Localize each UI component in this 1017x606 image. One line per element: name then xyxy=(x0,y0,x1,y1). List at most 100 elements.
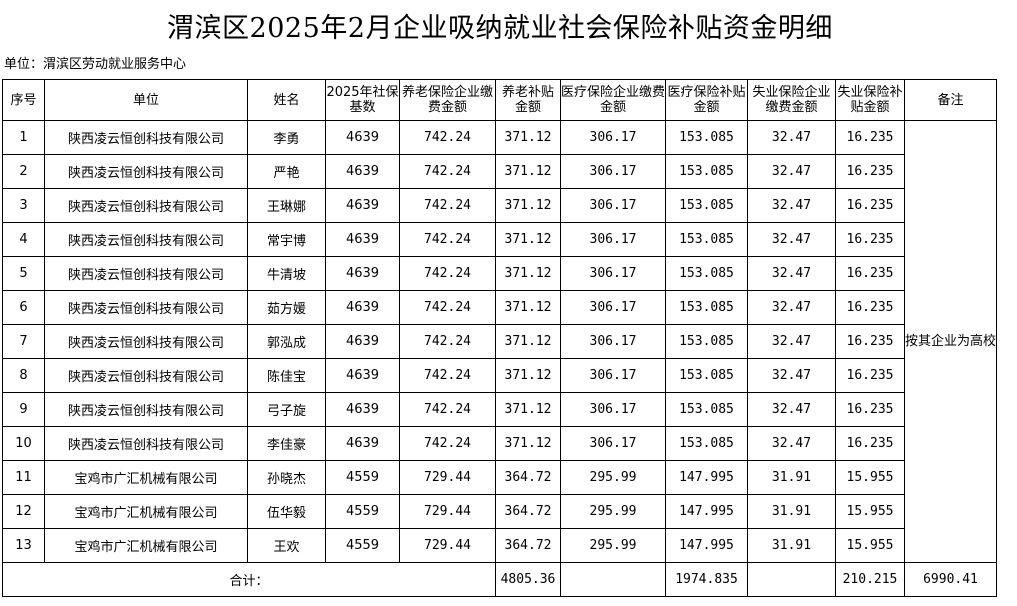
cell-social-base[interactable]: 4559 xyxy=(325,528,400,563)
cell-name[interactable]: 王欢 xyxy=(247,528,326,563)
cell-pension-subsidy[interactable]: 371.12 xyxy=(495,222,561,257)
header-seq[interactable]: 序号 xyxy=(2,79,45,121)
cell-company[interactable]: 陕西凌云恒创科技有限公司 xyxy=(44,358,248,393)
cell-unemployment-payment[interactable]: 32.47 xyxy=(747,256,836,291)
total-medical-subsidy[interactable]: 1974.835 xyxy=(665,562,748,597)
cell-unemployment-payment[interactable]: 31.91 xyxy=(747,494,836,529)
cell-name[interactable]: 孙晓杰 xyxy=(247,460,326,495)
cell-name[interactable]: 弓子旋 xyxy=(247,392,326,427)
cell-social-base[interactable]: 4639 xyxy=(325,256,400,291)
cell-name[interactable]: 伍华毅 xyxy=(247,494,326,529)
cell-seq[interactable]: 8 xyxy=(2,358,45,393)
total-unemployment-subsidy[interactable]: 210.215 xyxy=(835,562,905,597)
cell-unemployment-subsidy[interactable]: 16.235 xyxy=(835,222,905,257)
cell-pension-payment[interactable]: 742.24 xyxy=(399,426,496,461)
cell-company[interactable]: 陕西凌云恒创科技有限公司 xyxy=(44,290,248,325)
cell-name[interactable]: 李勇 xyxy=(247,120,326,155)
cell-medical-subsidy[interactable]: 147.995 xyxy=(665,460,748,495)
cell-unemployment-payment[interactable]: 32.47 xyxy=(747,426,836,461)
cell-medical-payment[interactable]: 306.17 xyxy=(560,324,666,359)
header-pension-subsidy[interactable]: 养老补贴金额 xyxy=(495,79,561,121)
cell-unemployment-payment[interactable]: 32.47 xyxy=(747,154,836,189)
cell-medical-payment[interactable]: 306.17 xyxy=(560,188,666,223)
cell-company[interactable]: 宝鸡市广汇机械有限公司 xyxy=(44,494,248,529)
grand-total[interactable]: 6990.41 xyxy=(904,562,997,597)
cell-social-base[interactable]: 4639 xyxy=(325,324,400,359)
cell-medical-subsidy[interactable]: 153.085 xyxy=(665,324,748,359)
totals-label[interactable]: 合计： xyxy=(2,562,496,597)
cell-company[interactable]: 陕西凌云恒创科技有限公司 xyxy=(44,120,248,155)
cell-pension-subsidy[interactable]: 371.12 xyxy=(495,358,561,393)
cell-unemployment-payment[interactable]: 31.91 xyxy=(747,460,836,495)
cell-pension-payment[interactable]: 742.24 xyxy=(399,222,496,257)
cell-company[interactable]: 陕西凌云恒创科技有限公司 xyxy=(44,188,248,223)
cell-name[interactable]: 严艳 xyxy=(247,154,326,189)
cell-empty[interactable] xyxy=(560,562,666,597)
cell-unemployment-subsidy[interactable]: 16.235 xyxy=(835,290,905,325)
cell-medical-payment[interactable]: 306.17 xyxy=(560,392,666,427)
cell-unemployment-subsidy[interactable]: 16.235 xyxy=(835,426,905,461)
cell-unemployment-payment[interactable]: 32.47 xyxy=(747,358,836,393)
cell-social-base[interactable]: 4639 xyxy=(325,120,400,155)
cell-medical-payment[interactable]: 306.17 xyxy=(560,358,666,393)
cell-name[interactable]: 牛清坡 xyxy=(247,256,326,291)
cell-medical-payment[interactable]: 306.17 xyxy=(560,154,666,189)
cell-remark[interactable]: 按其企业为高校毕业生实际缴纳的基本养老保险、基本医疗保险和失业保险费给予最高不超… xyxy=(904,120,997,563)
cell-seq[interactable]: 4 xyxy=(2,222,45,257)
cell-pension-subsidy[interactable]: 371.12 xyxy=(495,256,561,291)
cell-name[interactable]: 茹方媛 xyxy=(247,290,326,325)
header-pension-payment[interactable]: 养老保险企业缴费金额 xyxy=(399,79,496,121)
cell-company[interactable]: 陕西凌云恒创科技有限公司 xyxy=(44,426,248,461)
cell-company[interactable]: 陕西凌云恒创科技有限公司 xyxy=(44,256,248,291)
cell-medical-subsidy[interactable]: 153.085 xyxy=(665,392,748,427)
cell-seq[interactable]: 1 xyxy=(2,120,45,155)
cell-medical-payment[interactable]: 295.99 xyxy=(560,528,666,563)
header-unemployment-payment[interactable]: 失业保险企业缴费金额 xyxy=(747,79,836,121)
cell-social-base[interactable]: 4559 xyxy=(325,460,400,495)
cell-company[interactable]: 陕西凌云恒创科技有限公司 xyxy=(44,392,248,427)
cell-pension-subsidy[interactable]: 371.12 xyxy=(495,154,561,189)
cell-name[interactable]: 郭泓成 xyxy=(247,324,326,359)
cell-pension-payment[interactable]: 729.44 xyxy=(399,528,496,563)
cell-company[interactable]: 陕西凌云恒创科技有限公司 xyxy=(44,222,248,257)
cell-social-base[interactable]: 4639 xyxy=(325,154,400,189)
cell-medical-subsidy[interactable]: 153.085 xyxy=(665,222,748,257)
cell-pension-subsidy[interactable]: 371.12 xyxy=(495,426,561,461)
cell-social-base[interactable]: 4639 xyxy=(325,222,400,257)
header-company[interactable]: 单位 xyxy=(44,79,248,121)
cell-name[interactable]: 常宇博 xyxy=(247,222,326,257)
cell-pension-payment[interactable]: 742.24 xyxy=(399,120,496,155)
cell-unemployment-payment[interactable]: 32.47 xyxy=(747,324,836,359)
cell-pension-payment[interactable]: 742.24 xyxy=(399,154,496,189)
cell-unemployment-payment[interactable]: 32.47 xyxy=(747,222,836,257)
cell-seq[interactable]: 3 xyxy=(2,188,45,223)
cell-seq[interactable]: 2 xyxy=(2,154,45,189)
cell-unemployment-payment[interactable]: 32.47 xyxy=(747,188,836,223)
cell-seq[interactable]: 10 xyxy=(2,426,45,461)
cell-name[interactable]: 王琳娜 xyxy=(247,188,326,223)
cell-medical-subsidy[interactable]: 153.085 xyxy=(665,426,748,461)
cell-company[interactable]: 宝鸡市广汇机械有限公司 xyxy=(44,528,248,563)
cell-seq[interactable]: 13 xyxy=(2,528,45,563)
cell-unemployment-subsidy[interactable]: 15.955 xyxy=(835,460,905,495)
header-social-base[interactable]: 2025年社保基数 xyxy=(325,79,400,121)
cell-unemployment-payment[interactable]: 31.91 xyxy=(747,528,836,563)
cell-unemployment-subsidy[interactable]: 15.955 xyxy=(835,494,905,529)
cell-pension-payment[interactable]: 742.24 xyxy=(399,392,496,427)
cell-name[interactable]: 李佳豪 xyxy=(247,426,326,461)
cell-company[interactable]: 陕西凌云恒创科技有限公司 xyxy=(44,154,248,189)
cell-unemployment-subsidy[interactable]: 16.235 xyxy=(835,392,905,427)
cell-medical-subsidy[interactable]: 153.085 xyxy=(665,154,748,189)
cell-medical-payment[interactable]: 306.17 xyxy=(560,290,666,325)
cell-unemployment-payment[interactable]: 32.47 xyxy=(747,120,836,155)
cell-pension-subsidy[interactable]: 364.72 xyxy=(495,528,561,563)
cell-medical-payment[interactable]: 295.99 xyxy=(560,494,666,529)
cell-medical-payment[interactable]: 306.17 xyxy=(560,256,666,291)
cell-company[interactable]: 宝鸡市广汇机械有限公司 xyxy=(44,460,248,495)
cell-pension-subsidy[interactable]: 364.72 xyxy=(495,460,561,495)
cell-unemployment-subsidy[interactable]: 15.955 xyxy=(835,528,905,563)
cell-social-base[interactable]: 4639 xyxy=(325,290,400,325)
cell-pension-subsidy[interactable]: 371.12 xyxy=(495,188,561,223)
cell-social-base[interactable]: 4639 xyxy=(325,188,400,223)
total-pension-subsidy[interactable]: 4805.36 xyxy=(495,562,561,597)
